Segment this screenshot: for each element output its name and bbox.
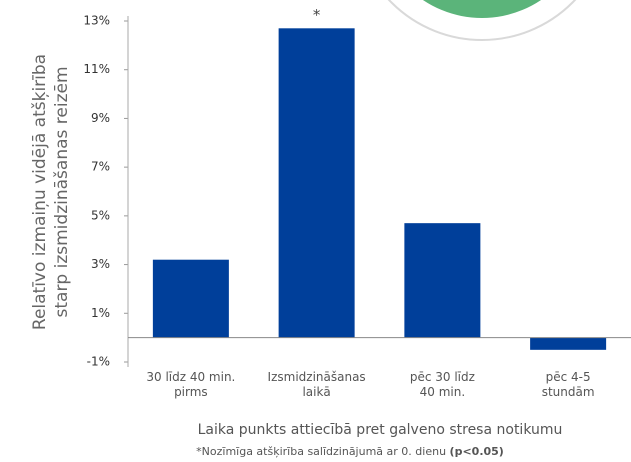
x-tick-label: Izsmidzināšanas laikā [268, 370, 366, 399]
y-axis-label: starp izsmidzināšanas reizēm [52, 66, 72, 317]
y-tick-label: 7% [91, 160, 110, 174]
y-tick-label: 3% [91, 257, 110, 271]
annotation: * [313, 6, 321, 24]
x-tick-label-line: stundām [542, 385, 595, 399]
footnote-bold: (p<0.05) [450, 445, 504, 458]
y-tick-label: 1% [91, 306, 110, 320]
bar [152, 259, 229, 338]
decor-circle [422, 0, 542, 18]
x-tick-label: pēc 30 līdz 40 min. [410, 370, 475, 399]
x-tick-label-line: Izsmidzināšanas [268, 370, 366, 384]
x-tick-label-line: pēc 4-5 [546, 370, 591, 384]
footnote: *Nozīmīga atšķirība salīdzinājumā ar 0. … [196, 445, 504, 458]
y-tick-label: 11% [83, 62, 110, 76]
y-tick-label: 13% [83, 14, 110, 28]
x-tick-label-line: 40 min. [420, 385, 466, 399]
y-tick-label: 9% [91, 111, 110, 125]
x-tick-label-line: pirms [174, 385, 208, 399]
y-tick-label: 5% [91, 208, 110, 222]
footnote-text: *Nozīmīga atšķirība salīdzinājumā ar 0. … [196, 445, 446, 458]
bar [278, 28, 355, 338]
decor-ring [387, 0, 577, 41]
x-tick-label-line: laikā [302, 385, 330, 399]
y-axis-label: Relatīvo izmaiņu vidējā atšķirība [30, 54, 50, 330]
x-tick-label: pēc 4-5 stundām [542, 370, 595, 399]
x-tick-label-line: 30 līdz 40 min. [146, 370, 235, 384]
x-tick-label-line: pēc 30 līdz [410, 370, 475, 384]
y-tick-label: -1% [87, 355, 110, 369]
x-axis-label: Laika punkts attiecībā pret galveno stre… [198, 422, 563, 438]
bar [404, 223, 481, 338]
bar [530, 337, 607, 350]
x-tick-label: 30 līdz 40 min. pirms [146, 370, 235, 399]
